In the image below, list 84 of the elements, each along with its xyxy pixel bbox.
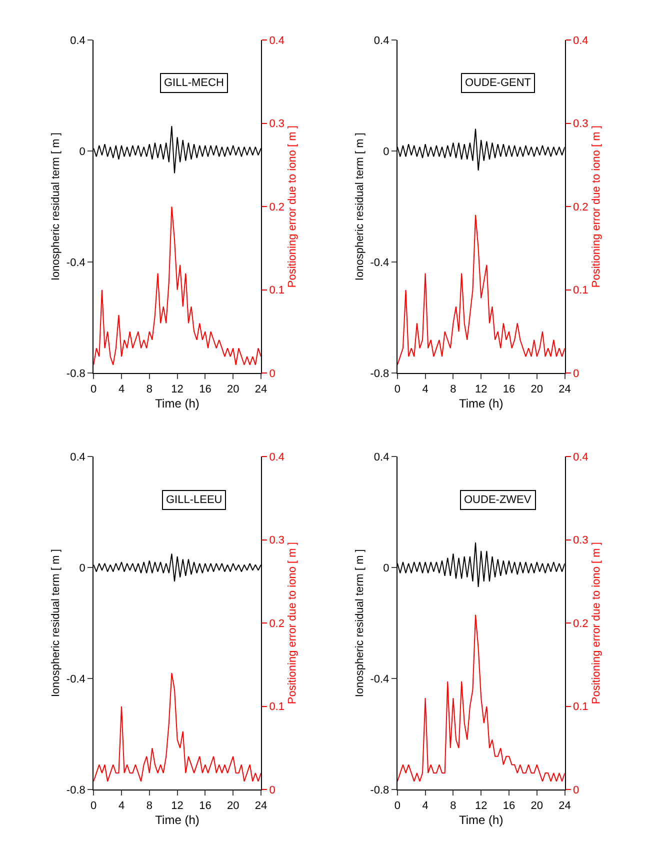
y2-tick-label: 0 <box>573 784 580 797</box>
x-tick-label: 20 <box>530 800 544 812</box>
x-tick-label: 4 <box>422 383 428 396</box>
y-tick-label: -0.4 <box>66 256 86 269</box>
y2-tick-label: 0.3 <box>269 118 284 130</box>
x-tick-label: 8 <box>146 800 152 812</box>
y2-tick-label: 0.1 <box>573 701 588 714</box>
x-tick-label: 16 <box>502 800 516 812</box>
y2-tick-label: 0.2 <box>269 618 284 630</box>
y2-tick-label: 0.2 <box>573 201 588 214</box>
y2-tick-label: 0 <box>573 368 580 380</box>
annotation: GILL-LEEU <box>166 494 222 506</box>
x-tick-label: 0 <box>394 800 400 812</box>
x-tick-label: 12 <box>171 800 184 812</box>
x-tick-label: 8 <box>450 383 456 396</box>
line-series <box>94 206 261 366</box>
y-tick-label: -0.8 <box>370 368 390 380</box>
y2-axis-title: Positioning error due to iono [ m ] <box>590 126 602 288</box>
y2-tick-label: 0.1 <box>573 284 588 297</box>
x-tick-label: 24 <box>254 800 268 812</box>
y-tick-label: -0.8 <box>66 784 86 797</box>
y2-tick-label: 0.3 <box>573 534 588 547</box>
y-axis-title: Ionospheric residual term [ m ] <box>50 132 62 281</box>
x-axis-title: Time (h) <box>155 812 200 827</box>
x-tick-label: 12 <box>171 383 184 396</box>
y2-tick-label: 0.4 <box>269 34 284 47</box>
y2-tick-label: 0.4 <box>573 34 588 47</box>
y-axis-title: Ionospheric residual term [ m ] <box>354 132 366 281</box>
y-axis-title: Ionospheric residual term [ m ] <box>50 549 62 698</box>
x-tick-label: 24 <box>558 800 571 812</box>
x-tick-label: 0 <box>90 800 97 812</box>
y-tick-label: 0 <box>79 146 86 158</box>
y-tick-label: 0.4 <box>374 451 390 464</box>
annotation: GILL-MECH <box>164 77 224 89</box>
y-tick-label: -0.8 <box>370 784 390 797</box>
x-tick-label: 8 <box>146 383 152 396</box>
y2-tick-label: 0.4 <box>269 451 284 464</box>
x-tick-label: 8 <box>450 800 456 812</box>
y2-axis-title: Positioning error due to iono [ m ] <box>286 126 299 288</box>
x-tick-label: 4 <box>422 800 428 812</box>
x-tick-label: 20 <box>226 383 240 396</box>
y2-tick-label: 0.4 <box>573 451 588 464</box>
x-tick-label: 20 <box>226 800 240 812</box>
x-axis-title: Time (h) <box>458 396 504 410</box>
line-series <box>397 214 565 366</box>
y-tick-label: 0 <box>79 562 86 574</box>
y-tick-label: -0.4 <box>66 673 86 686</box>
y-tick-label: 0 <box>383 146 390 158</box>
y-tick-label: -0.4 <box>370 256 390 269</box>
x-tick-label: 0 <box>90 383 97 396</box>
y2-tick-label: 0.2 <box>573 618 588 630</box>
x-tick-label: 4 <box>118 800 125 812</box>
y2-tick-label: 0.1 <box>269 284 284 297</box>
y2-tick-label: 0.1 <box>269 701 284 714</box>
y2-tick-label: 0 <box>269 368 276 380</box>
x-axis-title: Time (h) <box>155 396 200 410</box>
y-tick-label: 0 <box>383 562 390 574</box>
x-tick-label: 16 <box>502 383 516 396</box>
x-axis-title: Time (h) <box>458 812 504 827</box>
line-series <box>397 614 565 782</box>
line-series <box>94 672 261 782</box>
x-tick-label: 12 <box>474 383 488 396</box>
y-axis-title: Ionospheric residual term [ m ] <box>354 549 366 698</box>
x-tick-label: 12 <box>474 800 488 812</box>
y2-axis-title: Positioning error due to iono [ m ] <box>286 542 299 704</box>
x-tick-label: 16 <box>199 800 212 812</box>
x-tick-label: 0 <box>394 383 400 396</box>
x-tick-label: 24 <box>558 383 571 396</box>
y2-axis-title: Positioning error due to iono [ m ] <box>590 542 602 704</box>
y-tick-label: 0.4 <box>374 34 390 47</box>
x-tick-label: 24 <box>254 383 268 396</box>
y-tick-label: -0.4 <box>370 673 390 686</box>
y-tick-label: -0.8 <box>66 368 86 380</box>
y2-tick-label: 0.3 <box>269 534 284 547</box>
annotation: OUDE-GENT <box>465 77 532 89</box>
y-tick-label: 0.4 <box>70 34 86 47</box>
x-tick-label: 4 <box>118 383 125 396</box>
x-tick-label: 20 <box>530 383 544 396</box>
y-tick-label: 0.4 <box>70 451 86 464</box>
x-tick-label: 16 <box>199 383 212 396</box>
y2-tick-label: 0.3 <box>573 118 588 130</box>
y2-tick-label: 0 <box>269 784 276 797</box>
y2-tick-label: 0.2 <box>269 201 284 214</box>
annotation: OUDE-ZWEV <box>464 494 532 506</box>
